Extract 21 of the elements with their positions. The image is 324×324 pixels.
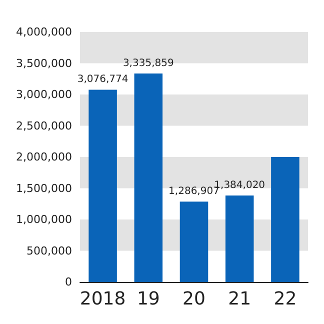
y-tick-label: 500,000 xyxy=(26,244,72,258)
y-tick-label: 3,000,000 xyxy=(16,88,72,101)
y-tick-label: 2,000,000 xyxy=(16,150,72,164)
y-tick-label: 1,500,000 xyxy=(16,182,72,195)
x-tick-label: 22 xyxy=(274,288,297,310)
y-tick-label: 2,500,000 xyxy=(16,119,72,132)
data-label: 3,076,774 xyxy=(77,74,128,86)
x-tick-label: 20 xyxy=(182,288,206,310)
y-tick-label: 1,000,000 xyxy=(16,213,72,226)
y-tick-label: 4,000,000 xyxy=(16,26,72,38)
x-tick-label: 21 xyxy=(228,288,252,310)
data-label: 3,335,859 xyxy=(122,58,174,70)
bar xyxy=(88,90,117,282)
x-tick-label: 19 xyxy=(136,288,160,310)
bar xyxy=(134,74,163,282)
x-tick-label: 2018 xyxy=(80,288,126,310)
y-tick-label: 3,500,000 xyxy=(16,56,72,70)
bar xyxy=(180,202,208,282)
bar xyxy=(271,157,300,282)
y-tick-label: 0 xyxy=(65,276,72,288)
bar xyxy=(225,196,254,282)
